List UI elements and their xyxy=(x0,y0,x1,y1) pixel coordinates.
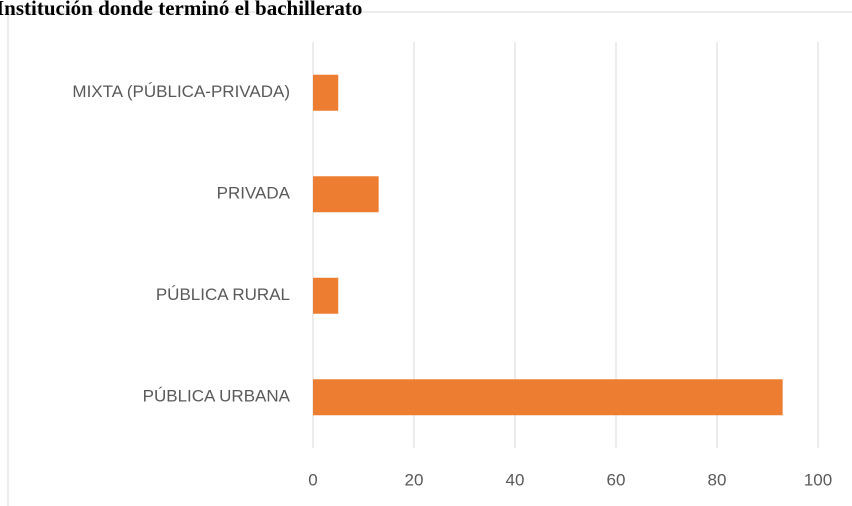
bar xyxy=(313,176,379,213)
x-tick-label: 80 xyxy=(708,470,727,489)
x-tick-label: 60 xyxy=(607,470,626,489)
y-tick-label: PRIVADA xyxy=(217,184,291,203)
chart-title: Institución donde terminó el bachillerat… xyxy=(0,0,362,20)
x-tick-label: 100 xyxy=(804,470,832,489)
x-tick-label: 0 xyxy=(308,470,317,489)
y-tick-label: MIXTA (PÚBLICA-PRIVADA) xyxy=(72,82,290,101)
chart-frame xyxy=(7,11,852,506)
y-tick-label: PÚBLICA URBANA xyxy=(143,387,291,406)
x-tick-label: 40 xyxy=(506,470,525,489)
bar xyxy=(313,277,339,314)
x-tick-label: 20 xyxy=(405,470,424,489)
y-tick-label: PÚBLICA RURAL xyxy=(156,285,290,304)
bar xyxy=(313,74,339,111)
bar xyxy=(313,379,783,416)
